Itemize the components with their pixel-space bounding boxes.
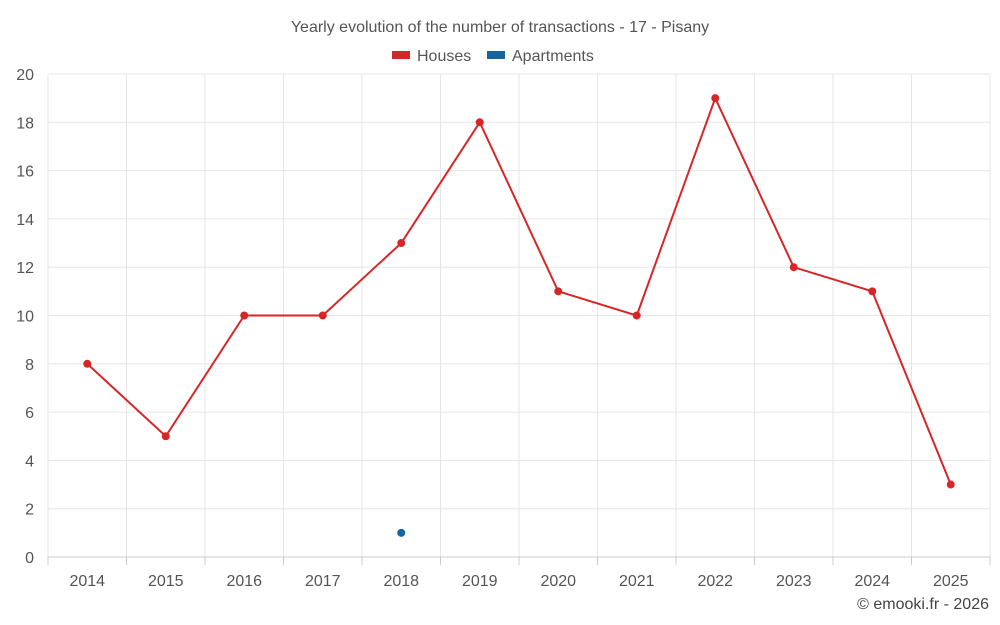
x-tick-label: 2014	[69, 573, 105, 590]
legend-swatch-houses	[392, 51, 410, 59]
data-point-houses[interactable]	[240, 311, 249, 320]
x-tick-label: 2025	[933, 573, 969, 590]
grid	[47, 73, 991, 558]
legend-label-houses[interactable]: Houses	[417, 48, 471, 65]
data-point-houses[interactable]	[946, 480, 955, 489]
y-tick-label: 20	[16, 67, 34, 84]
x-tick-label: 2015	[148, 573, 184, 590]
legend-label-apartments[interactable]: Apartments	[512, 48, 594, 65]
data-point-apartments[interactable]	[397, 528, 406, 537]
x-tick-label: 2024	[854, 573, 890, 590]
data-point-houses[interactable]	[554, 287, 563, 296]
credit-text: © emooki.fr - 2026	[857, 596, 989, 613]
legend: Houses Apartments	[392, 48, 594, 65]
data-point-houses[interactable]	[397, 239, 406, 248]
axes: 0 2 4 6 8 10 12 14 16 18 20 2014 2015 2016 2017 2018 201…	[16, 67, 991, 590]
y-tick-label: 0	[25, 550, 34, 567]
y-tick-label: 2	[25, 502, 34, 519]
data-point-houses[interactable]	[318, 311, 327, 320]
data-point-houses[interactable]	[711, 94, 720, 103]
data-point-houses[interactable]	[475, 118, 484, 127]
x-tick-label: 2022	[697, 573, 733, 590]
x-tick-label: 2021	[619, 573, 655, 590]
y-tick-label: 6	[25, 405, 34, 422]
series-line-houses	[86, 95, 952, 485]
x-tick-label: 2017	[305, 573, 341, 590]
y-tick-label: 10	[16, 309, 34, 326]
data-point-houses[interactable]	[161, 432, 170, 441]
legend-swatch-apartments	[487, 51, 505, 59]
x-tick-label: 2016	[226, 573, 262, 590]
x-tick-label: 2023	[776, 573, 812, 590]
x-tick-label: 2019	[462, 573, 498, 590]
series	[83, 94, 955, 537]
y-tick-label: 8	[25, 357, 34, 374]
data-point-houses[interactable]	[632, 311, 641, 320]
data-point-houses[interactable]	[83, 359, 92, 368]
y-tick-label: 14	[16, 212, 34, 229]
chart-title: Yearly evolution of the number of transa…	[291, 19, 709, 36]
x-tick-label: 2020	[540, 573, 576, 590]
data-point-houses[interactable]	[868, 287, 877, 296]
y-tick-label: 12	[16, 260, 34, 277]
x-tick-label: 2018	[383, 573, 419, 590]
y-tick-label: 18	[16, 115, 34, 132]
y-tick-label: 16	[16, 164, 34, 181]
y-tick-label: 4	[25, 453, 34, 470]
data-point-houses[interactable]	[789, 263, 798, 272]
